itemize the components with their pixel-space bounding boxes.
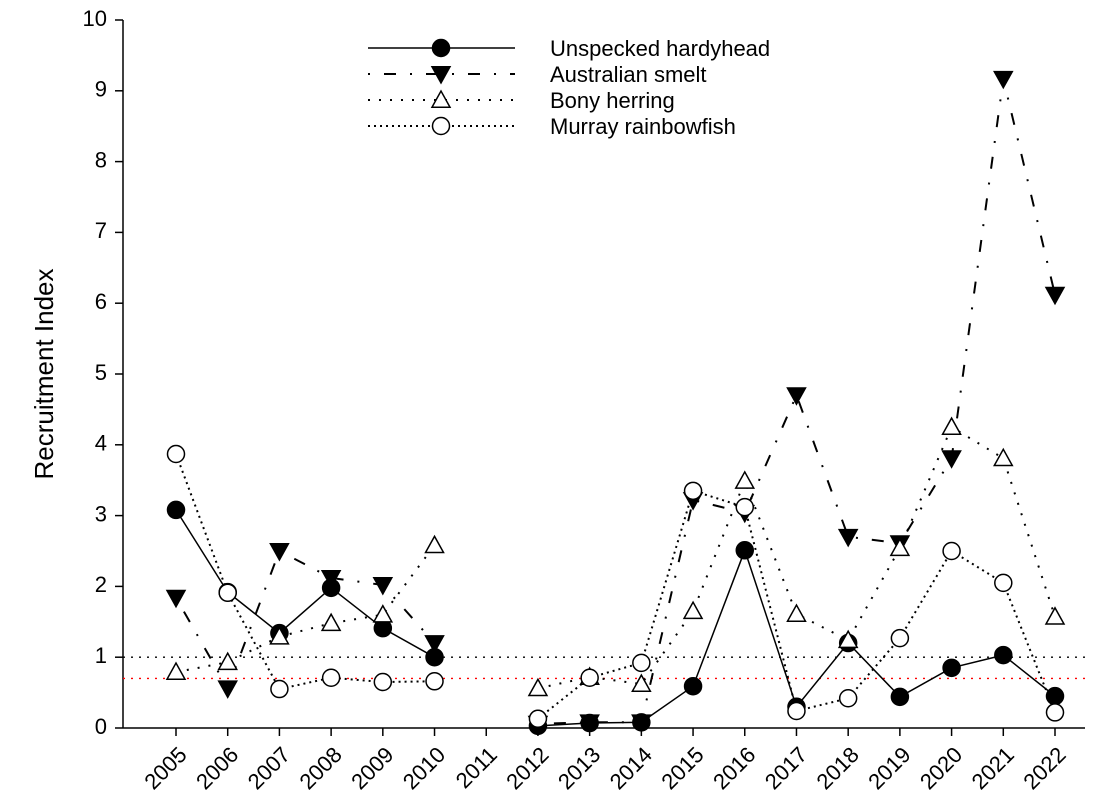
y-tick-label: 10 — [83, 6, 107, 31]
marker — [735, 497, 755, 517]
marker — [838, 689, 858, 708]
series-line — [175, 425, 1056, 690]
marker — [424, 635, 445, 654]
marker — [1045, 686, 1065, 706]
legend-label: Bony herring — [550, 88, 675, 113]
marker — [941, 416, 962, 436]
marker — [217, 680, 238, 699]
x-tick-label: 2022 — [1018, 742, 1070, 794]
y-tick-label: 8 — [95, 147, 107, 172]
y-tick-label: 9 — [95, 77, 107, 102]
x-tick-label: 2018 — [812, 742, 864, 794]
marker — [165, 589, 187, 609]
marker — [373, 672, 393, 692]
marker — [890, 687, 910, 707]
marker — [372, 604, 394, 623]
marker — [1044, 606, 1066, 625]
marker — [580, 668, 599, 687]
legend-marker — [430, 66, 452, 85]
marker — [1044, 286, 1066, 306]
marker — [787, 701, 806, 721]
marker — [837, 528, 859, 548]
legend-label: Murray rainbowfish — [550, 114, 736, 139]
legend-marker — [431, 38, 451, 58]
marker — [166, 500, 186, 520]
marker — [579, 714, 600, 733]
y-tick-label: 3 — [95, 501, 107, 526]
x-tick-label: 2017 — [760, 742, 812, 794]
y-tick-label: 6 — [95, 289, 107, 314]
marker — [424, 534, 445, 554]
y-tick-label: 5 — [95, 360, 107, 385]
marker — [425, 672, 444, 691]
marker — [683, 676, 703, 696]
marker — [1045, 703, 1065, 722]
marker — [166, 444, 186, 464]
x-tick-label: 2015 — [656, 742, 708, 794]
x-tick-label: 2011 — [451, 742, 502, 793]
y-tick-label: 2 — [95, 572, 107, 597]
marker — [786, 603, 807, 622]
marker — [941, 450, 962, 469]
x-tick-label: 2020 — [915, 742, 967, 794]
marker — [735, 541, 755, 560]
legend-label: Unspecked hardyhead — [550, 36, 770, 61]
series-line — [175, 509, 1056, 727]
marker — [631, 673, 652, 693]
marker — [165, 661, 187, 681]
marker — [527, 677, 549, 697]
x-tick-label: 2021 — [967, 742, 1019, 794]
marker — [632, 653, 651, 673]
marker — [837, 629, 859, 649]
x-tick-label: 2008 — [294, 742, 346, 794]
marker — [269, 626, 290, 645]
y-tick-label: 4 — [95, 431, 107, 456]
x-tick-label: 2014 — [605, 742, 657, 794]
x-tick-label: 2006 — [191, 742, 243, 794]
series-line — [175, 78, 1056, 725]
legend-marker — [431, 116, 451, 136]
marker — [218, 583, 237, 603]
x-tick-label: 2013 — [553, 742, 605, 794]
legend-marker — [430, 89, 452, 108]
x-tick-label: 2016 — [708, 742, 760, 794]
marker — [320, 612, 342, 632]
marker — [682, 600, 704, 620]
marker — [321, 668, 341, 687]
y-axis-label: Recruitment Index — [29, 269, 59, 480]
marker — [734, 470, 756, 489]
marker — [942, 658, 961, 678]
marker — [993, 447, 1014, 467]
marker — [786, 387, 807, 406]
marker — [683, 481, 703, 501]
x-tick-label: 2007 — [243, 742, 295, 794]
legend-label: Australian smelt — [550, 62, 707, 87]
x-tick-label: 2012 — [501, 742, 553, 794]
marker — [994, 645, 1013, 665]
marker — [372, 577, 394, 596]
marker — [890, 628, 910, 648]
marker — [942, 541, 961, 561]
y-tick-label: 0 — [95, 714, 107, 739]
marker — [631, 714, 652, 733]
x-tick-label: 2019 — [863, 742, 915, 794]
x-tick-label: 2010 — [398, 742, 450, 794]
marker — [270, 679, 289, 699]
marker — [217, 651, 238, 671]
y-tick-label: 1 — [95, 643, 107, 668]
marker — [269, 543, 290, 562]
marker — [528, 709, 548, 729]
y-tick-label: 7 — [95, 218, 107, 243]
x-tick-label: 2009 — [346, 742, 398, 794]
marker — [994, 573, 1013, 593]
marker — [320, 569, 342, 589]
x-tick-label: 2005 — [139, 742, 191, 794]
marker — [889, 537, 911, 557]
marker — [993, 70, 1014, 90]
